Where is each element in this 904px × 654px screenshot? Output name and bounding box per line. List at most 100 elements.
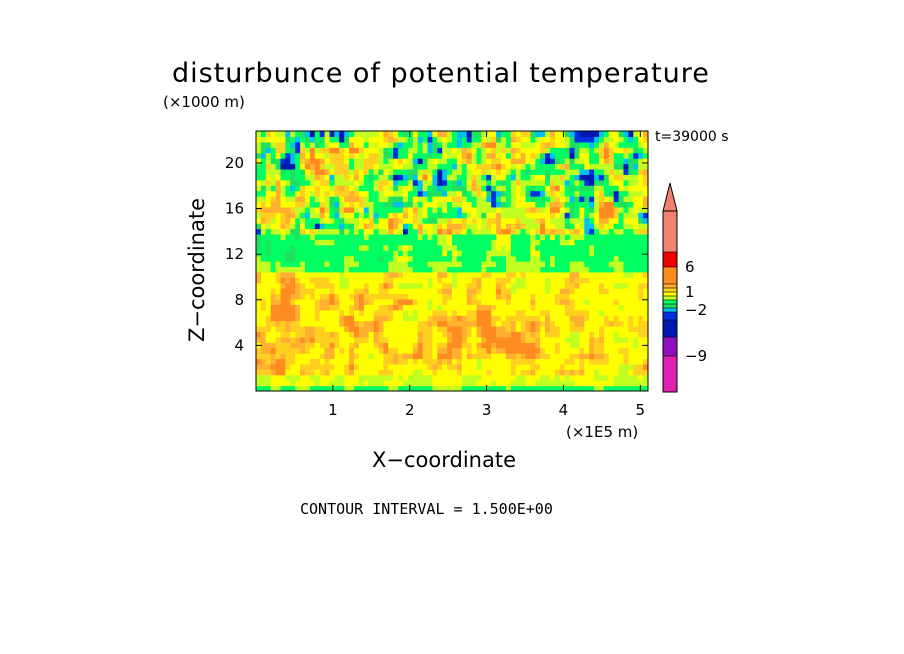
heatmap-cell — [638, 141, 644, 148]
heatmap-cell — [393, 374, 399, 381]
heatmap-cell — [300, 374, 306, 381]
heatmap-cell — [363, 358, 370, 365]
heatmap-cell — [300, 174, 306, 181]
heatmap-cell — [447, 158, 453, 165]
heatmap-cell — [623, 255, 629, 262]
heatmap-cell — [373, 233, 380, 240]
heatmap-cell — [290, 255, 296, 262]
heatmap-cell — [383, 168, 389, 175]
heatmap-cell — [427, 342, 433, 349]
heatmap-cell — [329, 374, 335, 381]
heatmap-cell — [344, 326, 350, 333]
heatmap-cell — [540, 168, 546, 175]
heatmap-cell — [574, 168, 580, 175]
heatmap-cell — [393, 141, 399, 148]
heatmap-cell — [623, 353, 629, 360]
heatmap-cell — [510, 326, 517, 333]
heatmap-cell — [486, 326, 492, 333]
heatmap-cell — [358, 342, 365, 349]
heatmap-cell — [437, 277, 443, 284]
heatmap-cell — [510, 374, 517, 381]
heatmap-cell — [510, 380, 517, 387]
heatmap-cell — [417, 358, 424, 365]
heatmap-cell — [574, 331, 580, 338]
heatmap-cell — [275, 374, 282, 381]
heatmap-cell — [466, 158, 473, 165]
heatmap-cell — [437, 347, 443, 354]
heatmap-cell — [388, 131, 394, 138]
heatmap-cell — [354, 201, 360, 208]
heatmap-cell — [260, 277, 267, 284]
heatmap-cell — [354, 380, 360, 387]
heatmap-cell — [510, 369, 517, 376]
heatmap-cell — [314, 141, 321, 148]
heatmap-cell — [358, 196, 365, 203]
heatmap-cell — [481, 206, 487, 213]
heatmap-cell — [520, 239, 527, 246]
heatmap-cell — [275, 342, 282, 349]
heatmap-cell — [314, 369, 321, 376]
heatmap-cell — [505, 185, 512, 192]
heatmap-cell — [422, 244, 429, 251]
heatmap-cell — [363, 320, 370, 327]
heatmap-cell — [265, 163, 272, 170]
heatmap-cell — [608, 261, 615, 268]
heatmap-cell — [525, 331, 531, 338]
heatmap-cell — [388, 385, 394, 391]
heatmap-cell — [339, 217, 345, 224]
heatmap-cell — [290, 342, 296, 349]
heatmap-cell — [432, 190, 438, 197]
heatmap-cell — [378, 342, 384, 349]
heatmap-cell — [417, 298, 424, 305]
heatmap-cell — [305, 255, 311, 262]
heatmap-cell — [363, 298, 370, 305]
heatmap-cell — [613, 217, 620, 224]
heatmap-cell — [564, 326, 571, 333]
heatmap-cell — [354, 358, 360, 365]
heatmap-cell — [613, 293, 620, 300]
heatmap-cell — [388, 223, 394, 230]
heatmap-cell — [476, 217, 482, 224]
colorbar-band — [663, 211, 677, 252]
heatmap-cell — [491, 288, 497, 295]
heatmap-cell — [417, 136, 424, 143]
heatmap-cell — [344, 288, 350, 295]
heatmap-cell — [427, 255, 433, 262]
heatmap-cell — [554, 385, 561, 391]
heatmap-cell — [603, 320, 610, 327]
heatmap-cell — [412, 336, 419, 343]
heatmap-cell — [349, 255, 355, 262]
heatmap-cell — [398, 385, 404, 391]
heatmap-cell — [594, 233, 600, 240]
heatmap-cell — [515, 304, 522, 311]
heatmap-cell — [398, 255, 404, 262]
heatmap-cell — [309, 304, 316, 311]
heatmap-cell — [427, 380, 433, 387]
heatmap-cell — [383, 244, 389, 251]
heatmap-cell — [270, 147, 277, 154]
heatmap-cell — [383, 152, 389, 159]
heatmap-cell — [398, 239, 404, 246]
heatmap-cell — [491, 185, 497, 192]
heatmap-cell — [496, 131, 502, 138]
heatmap-cell — [525, 255, 531, 262]
heatmap-cell — [442, 271, 448, 278]
heatmap-cell — [398, 217, 404, 224]
heatmap-cell — [476, 212, 482, 219]
heatmap-cell — [427, 217, 433, 224]
heatmap-cell — [427, 174, 433, 181]
heatmap-cell — [461, 315, 468, 322]
heatmap-cell — [368, 158, 375, 165]
heatmap-cell — [520, 233, 527, 240]
heatmap-cell — [388, 347, 394, 354]
heatmap-cell — [564, 282, 571, 289]
heatmap-cell — [603, 293, 610, 300]
heatmap-cell — [618, 304, 625, 311]
heatmap-cell — [427, 179, 433, 186]
heatmap-cell — [334, 353, 340, 360]
heatmap-cell — [481, 250, 487, 257]
heatmap-cell — [599, 304, 605, 311]
heatmap-cell — [349, 244, 355, 251]
heatmap-cell — [309, 168, 316, 175]
heatmap-cell — [535, 212, 541, 219]
